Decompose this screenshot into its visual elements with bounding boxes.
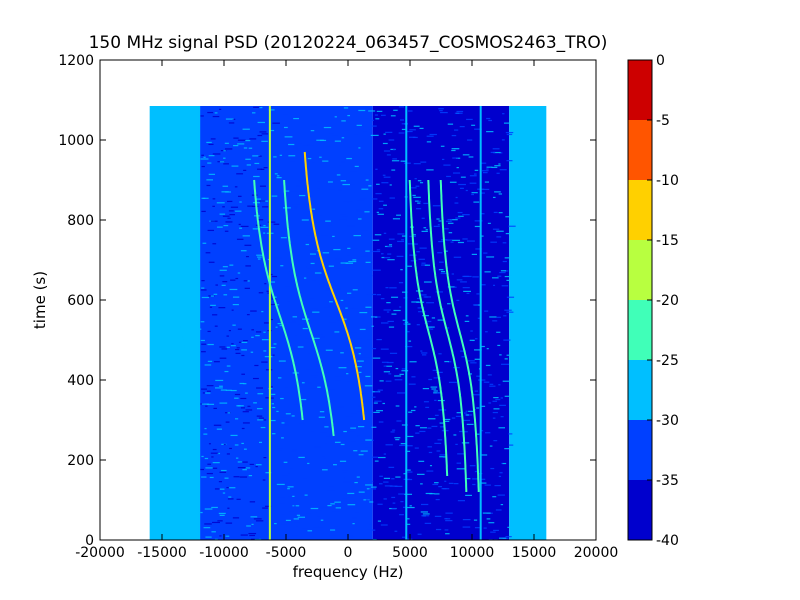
colorbar-segment — [628, 180, 652, 240]
y-axis-label: time (s) — [31, 271, 49, 329]
colorbar: 0 -5 -10 -15 -20 -25 -30 -35 -40 — [627, 53, 679, 549]
background-band — [509, 106, 547, 540]
x-tick-label: -5000 — [266, 545, 307, 561]
x-tick-label: 5000 — [392, 545, 428, 561]
colorbar-tick-label: -10 — [656, 173, 679, 189]
colorbar-tick-label: 0 — [656, 53, 665, 69]
y-tick-label: 800 — [67, 213, 94, 229]
doppler-track — [253, 179, 304, 421]
y-tick-label: 1000 — [58, 133, 94, 149]
x-axis-label: frequency (Hz) — [293, 563, 404, 581]
colorbar-tick-label: -20 — [656, 293, 679, 309]
colorbar-segment — [628, 420, 652, 480]
y-tick-label: 200 — [67, 453, 94, 469]
x-tick-label: 0 — [344, 545, 353, 561]
colorbar-tick-label: -35 — [656, 473, 679, 489]
x-tick-label: -10000 — [199, 545, 249, 561]
colorbar-segment — [628, 60, 652, 120]
colorbar-segment — [628, 300, 652, 360]
x-tick-label: -20000 — [75, 545, 125, 561]
background-band — [149, 106, 200, 540]
doppler-track — [439, 179, 480, 492]
x-tick-label: 15000 — [512, 545, 557, 561]
x-tick-label: 10000 — [450, 545, 495, 561]
y-tick-label: 0 — [85, 533, 94, 549]
doppler-track — [427, 179, 468, 492]
colorbar-tick-label: -25 — [656, 353, 679, 369]
colorbar-tick-label: -15 — [656, 233, 679, 249]
y-tick-label: 1200 — [58, 53, 94, 69]
chart-title: 150 MHz signal PSD (20120224_063457_COSM… — [89, 33, 608, 53]
x-axis: -20000 -15000 -10000 -5000 0 5000 10000 15000 20… — [75, 60, 618, 561]
doppler-track — [303, 151, 366, 421]
colorbar-segment — [628, 480, 652, 540]
colorbar-segment — [628, 240, 652, 300]
y-axis: 0 200 400 600 800 1000 1200 — [58, 53, 596, 549]
y-tick-label: 400 — [67, 373, 94, 389]
colorbar-segment — [628, 360, 652, 420]
colorbar-segment — [628, 120, 652, 180]
colorbar-tick-label: -30 — [656, 413, 679, 429]
colorbar-tick-label: -5 — [656, 113, 670, 129]
plot-area — [149, 106, 547, 540]
x-tick-label: -15000 — [137, 545, 187, 561]
doppler-track — [283, 179, 335, 437]
colorbar-tick-label: -40 — [656, 533, 679, 549]
x-tick-label: 20000 — [574, 545, 619, 561]
background-band — [372, 106, 510, 540]
doppler-track — [408, 179, 449, 477]
doppler-track — [171, 279, 190, 381]
y-tick-label: 600 — [67, 293, 94, 309]
